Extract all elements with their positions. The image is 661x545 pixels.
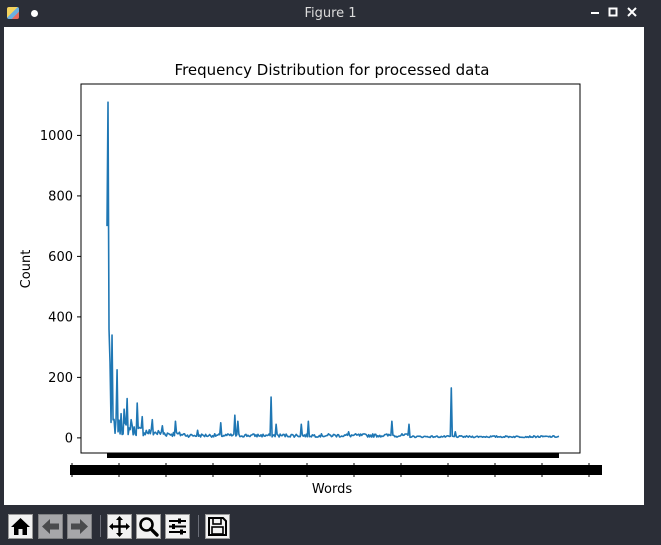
floppy-disk-icon <box>208 517 227 536</box>
chart: Frequency Distribution for processed dat… <box>19 61 602 497</box>
minimize-button[interactable] <box>588 5 602 19</box>
save-button[interactable] <box>205 514 230 539</box>
x-axis <box>70 453 602 477</box>
maximize-icon <box>608 7 618 17</box>
plot-area <box>80 83 581 454</box>
navigation-toolbar <box>0 507 661 545</box>
y-tick-label: 600 <box>48 250 73 265</box>
y-axis-label: Count <box>19 250 34 289</box>
toolbar-separator <box>100 515 101 537</box>
figure-canvas[interactable]: Frequency Distribution for processed dat… <box>4 27 644 505</box>
close-icon <box>627 7 637 17</box>
close-button[interactable] <box>625 5 639 19</box>
pan-button[interactable] <box>107 514 132 539</box>
arrow-right-icon <box>71 519 88 534</box>
window-title: Figure 1 <box>304 6 357 21</box>
chart-title: Frequency Distribution for processed dat… <box>175 61 490 79</box>
y-tick-label: 200 <box>48 371 73 386</box>
back-button[interactable] <box>38 514 63 539</box>
move-icon <box>109 516 130 537</box>
x-tick-marks-dense <box>107 453 559 458</box>
x-axis-label: Words <box>312 482 352 497</box>
arrow-left-icon <box>42 519 59 534</box>
forward-button[interactable] <box>67 514 92 539</box>
zoom-button[interactable] <box>136 514 161 539</box>
home-button[interactable] <box>8 514 33 539</box>
x-tick-labels-overlap <box>70 465 602 475</box>
magnifier-icon <box>139 517 159 537</box>
maximize-button[interactable] <box>606 5 620 19</box>
y-tick-label: 1000 <box>40 129 73 144</box>
toolbar-separator <box>198 515 199 537</box>
y-axis: 0 200 400 600 800 1000 <box>40 129 81 446</box>
y-tick-label: 800 <box>48 189 73 204</box>
series-line <box>106 101 560 439</box>
window-menu-dot-icon[interactable] <box>31 10 38 17</box>
configure-subplots-button[interactable] <box>165 514 190 539</box>
app-icon <box>7 7 19 19</box>
y-tick-label: 0 <box>65 431 73 446</box>
window-titlebar: Figure 1 <box>0 0 661 27</box>
minimize-icon <box>591 12 599 14</box>
series-group <box>106 101 560 439</box>
sliders-icon <box>169 518 186 535</box>
home-icon <box>11 518 30 535</box>
y-tick-label: 400 <box>48 310 73 325</box>
